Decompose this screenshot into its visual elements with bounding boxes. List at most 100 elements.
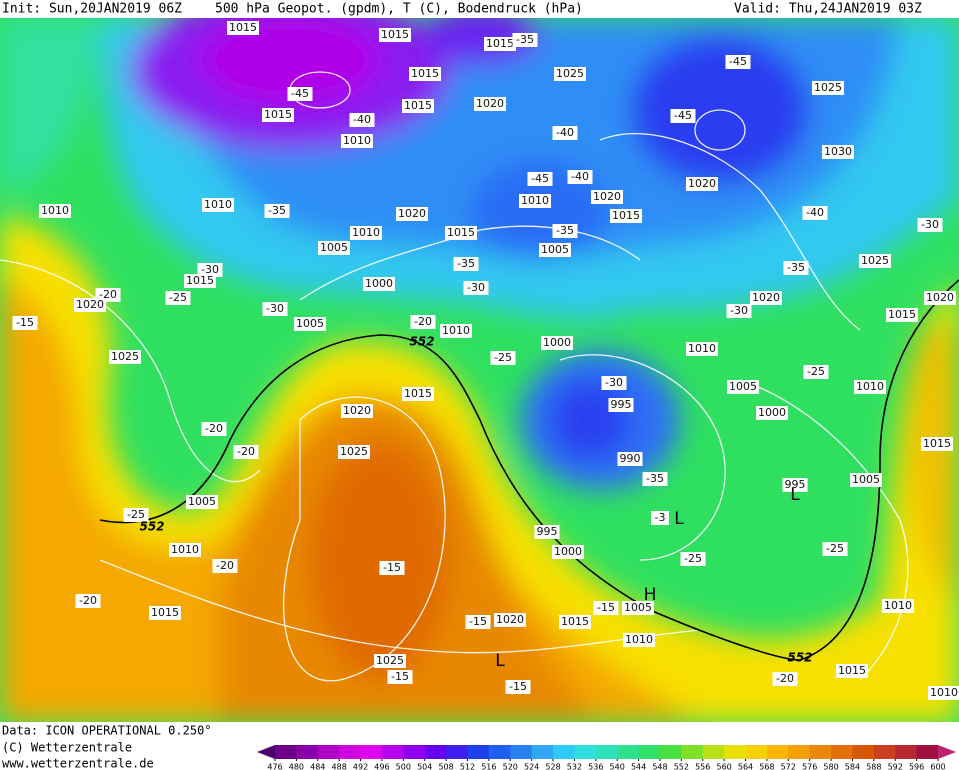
colorbar-tick-label: 600 — [930, 763, 945, 770]
isoline-label: 1020 — [926, 291, 954, 304]
isoline-label-box — [402, 387, 434, 401]
isoline-label-box — [287, 87, 313, 101]
isoline-label: -30 — [730, 304, 748, 317]
isoline-label: 1005 — [624, 601, 652, 614]
isoline-label-box — [836, 664, 868, 678]
isoline-label: 1010 — [171, 543, 199, 556]
isoline-label: 1015 — [151, 606, 179, 619]
website: www.wetterzentrale.de — [2, 757, 154, 770]
isoline-label-box — [567, 170, 593, 184]
isoline-label-box — [686, 177, 718, 191]
isoline-label: -30 — [467, 281, 485, 294]
isoline-label-box — [782, 478, 808, 492]
colorbar-swatch — [681, 745, 704, 759]
isoline-label-box — [756, 406, 788, 420]
colorbar-swatch — [831, 745, 853, 759]
colorbar-tick-label: 584 — [845, 763, 860, 770]
isoline-label: 1015 — [264, 108, 292, 121]
isoline-label: -20 — [414, 315, 432, 328]
colorbar-swatch — [510, 745, 533, 759]
isoline-label-box — [379, 561, 405, 575]
colorbar-tick-label: 564 — [738, 763, 753, 770]
isoline-label: -15 — [469, 615, 487, 628]
pressure-center: L — [674, 509, 684, 529]
colorbar-swatch — [766, 745, 789, 759]
isoline-label-box — [374, 654, 406, 668]
isoline-label: 1020 — [593, 190, 621, 203]
isoline-label: 1015 — [447, 226, 475, 239]
isoline-label-box — [772, 672, 798, 686]
colorbar-tick-label: 480 — [289, 763, 304, 770]
isoline-label: -35 — [516, 33, 534, 46]
isoline-label-box — [12, 316, 38, 330]
isoline-label: 1010 — [442, 324, 470, 337]
colorbar-swatch — [724, 745, 747, 759]
isoline-label: 1005 — [729, 380, 757, 393]
colorbar-tick-label: 544 — [631, 763, 646, 770]
isoline-label-box — [541, 336, 573, 350]
colorbar-swatch — [360, 745, 383, 759]
field-description: 500 hPa Geopot. (gpdm), T (C), Bodendruc… — [215, 2, 583, 17]
isoline-label-box — [184, 274, 216, 288]
isoline-label: -35 — [556, 224, 574, 237]
colorbar-tick-label: 536 — [588, 763, 603, 770]
isoline-label-box — [201, 422, 227, 436]
isoline-label-box — [165, 291, 191, 305]
isoline-label-box — [610, 209, 642, 223]
isoline-label: -20 — [237, 445, 255, 458]
isoline-label: 1020 — [752, 291, 780, 304]
isoline-label-box — [850, 473, 882, 487]
isoline-label: -40 — [556, 126, 574, 139]
isoline-label: 1005 — [320, 241, 348, 254]
colorbar-swatch — [424, 745, 447, 759]
isoline-label-box — [363, 277, 395, 291]
isoline-label-box — [123, 508, 149, 522]
isoline-label: 1015 — [229, 21, 257, 34]
isoline-label: 1015 — [561, 615, 589, 628]
copyright: (C) Wetterzentrale — [2, 741, 132, 755]
isoline-label: 1010 — [352, 226, 380, 239]
isoline-label-box — [350, 226, 382, 240]
colorbar-swatch — [702, 745, 725, 759]
isoline-label: 1015 — [404, 99, 432, 112]
isoline-label: 995 — [537, 525, 558, 538]
isoline-label-box — [440, 324, 472, 338]
isoline-label-box — [783, 261, 809, 275]
isoline-label: 1015 — [411, 67, 439, 80]
isoline-label-box — [212, 559, 238, 573]
isoline-label-box — [349, 113, 375, 127]
isoline-label-box — [445, 226, 477, 240]
colorbar-tick-label: 524 — [524, 763, 539, 770]
colorbar-swatch — [809, 745, 832, 759]
isoline-label: 1005 — [296, 317, 324, 330]
colorbar-tick-label: 508 — [438, 763, 453, 770]
colorbar-tick-label: 520 — [503, 763, 518, 770]
colorbar-swatch — [296, 745, 319, 759]
isoline-label: -15 — [383, 561, 401, 574]
isoline-label: 1010 — [884, 599, 912, 612]
isoline-label-box — [519, 194, 551, 208]
colorbar-tick-label: 588 — [866, 763, 881, 770]
isoline-label-box — [484, 37, 516, 51]
colorbar-tick-label: 552 — [674, 763, 689, 770]
isoline-label: 1025 — [861, 254, 889, 267]
pressure-center: L — [790, 485, 800, 505]
isoline-label: -15 — [391, 670, 409, 683]
isoline-label-box — [512, 33, 538, 47]
isoline-label: -20 — [205, 422, 223, 435]
isoline-label: 1020 — [76, 298, 104, 311]
isoline-label-box — [552, 545, 584, 559]
isoline-label-box — [727, 380, 759, 394]
isoline-label-box — [341, 404, 373, 418]
isoline-label-box — [233, 445, 259, 459]
isoline-label: 1025 — [340, 445, 368, 458]
colorbar-swatch — [403, 745, 426, 759]
isoline-label-box — [264, 204, 290, 218]
colorbar-tick-label: 568 — [759, 763, 774, 770]
isoline-label-box — [527, 172, 553, 186]
isoline-label: -25 — [127, 508, 145, 521]
isoline-label-box — [402, 99, 434, 113]
isoline-label: 1000 — [554, 545, 582, 558]
colorbar-tick-label: 512 — [460, 763, 475, 770]
isoline-label-box — [465, 615, 491, 629]
